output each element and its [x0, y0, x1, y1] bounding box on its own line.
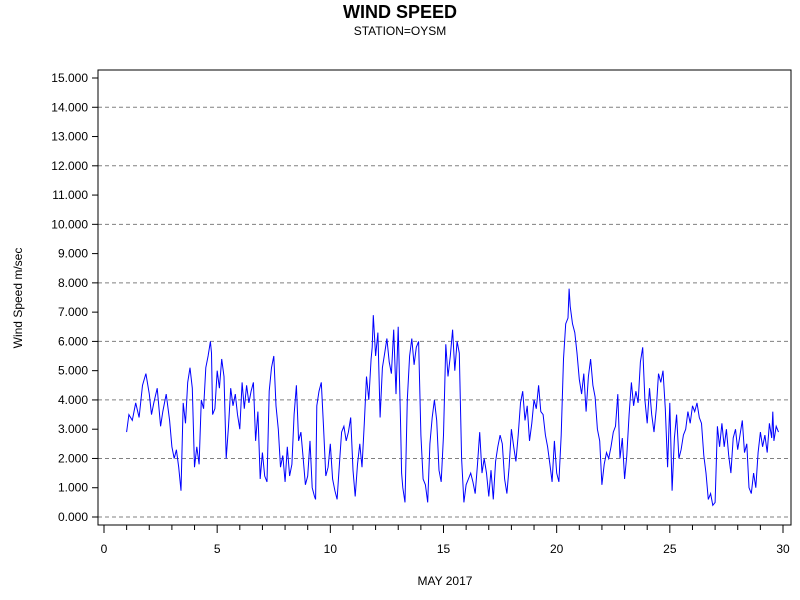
x-tick-label: 20	[550, 542, 564, 556]
x-axis-label: MAY 2017	[417, 574, 473, 588]
x-tick-label: 5	[214, 542, 221, 556]
x-tick-label: 30	[776, 542, 790, 556]
y-tick-label: 0.000	[58, 510, 88, 524]
x-tick-label: 15	[437, 542, 451, 556]
x-tick-label: 10	[324, 542, 338, 556]
y-tick-label: 11.000	[52, 188, 88, 202]
chart-subtitle: STATION=OYSM	[353, 24, 447, 38]
y-tick-label: 1.000	[58, 481, 88, 495]
y-tick-label: 6.000	[58, 334, 88, 348]
wind-speed-line	[126, 288, 779, 507]
y-tick-label: 7.000	[58, 305, 88, 319]
y-tick-label: 10.000	[51, 217, 88, 231]
y-tick-label: 2.000	[58, 451, 88, 465]
y-tick-label: 8.000	[58, 276, 88, 290]
x-tick-label: 0	[101, 542, 108, 556]
x-tick-label: 25	[663, 542, 677, 556]
y-tick-label: 4.000	[58, 393, 88, 407]
y-tick-label: 5.000	[58, 364, 88, 378]
y-tick-label: 3.000	[58, 422, 88, 436]
x-axis: 0 5 10 15 20 25 30	[101, 525, 790, 556]
y-tick-label: 9.000	[58, 247, 88, 261]
y-tick-label: 15.000	[51, 71, 88, 85]
y-tick-label: 14.000	[51, 100, 88, 114]
y-axis: 0.000 1.000 2.000 3.000 4.000 5.000 6.000 7.000…	[51, 71, 98, 524]
plot-frame	[97, 69, 792, 526]
grid-lines	[98, 106, 791, 518]
chart-title: WIND SPEED	[342, 2, 457, 22]
y-tick-label: 12.000	[51, 159, 88, 173]
y-tick-label: 13.000	[51, 130, 88, 144]
